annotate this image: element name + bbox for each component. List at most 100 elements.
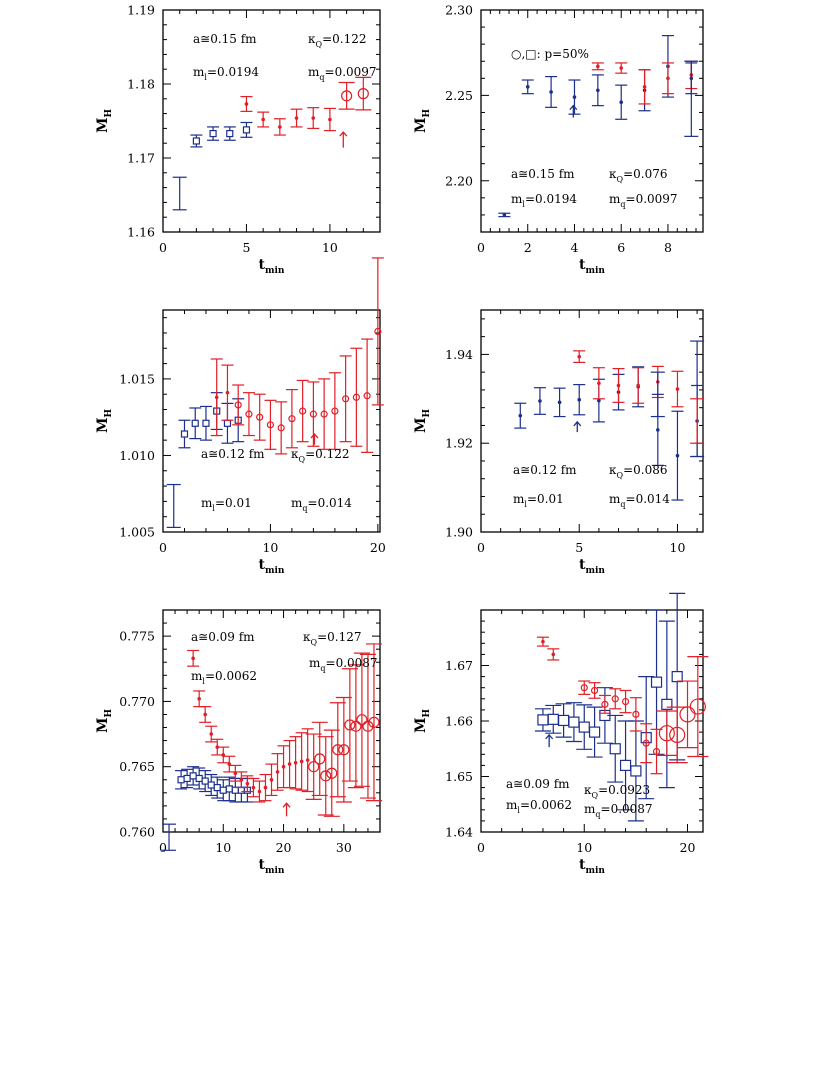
dot-marker [557, 400, 562, 405]
circle-marker [658, 725, 675, 742]
dot-marker [642, 85, 647, 89]
data-point [329, 702, 346, 798]
square-marker [609, 743, 621, 755]
dot-marker [214, 395, 219, 400]
annotation: a≅0.15 fm [511, 167, 575, 181]
circle-marker [621, 697, 630, 706]
annotation-subscript: Q [592, 791, 599, 800]
data-point [612, 368, 625, 403]
y-tick-label: 0.775 [119, 629, 155, 644]
data-point [232, 384, 245, 426]
data-point [553, 387, 566, 418]
y-tick-label: 2.30 [445, 3, 473, 18]
arrow-marker [282, 802, 291, 817]
annotation: ml=0.0194 [511, 192, 577, 209]
square-marker [547, 713, 559, 725]
data-point [273, 118, 286, 136]
data-point [240, 121, 253, 138]
annotation-subscript: Q [299, 455, 306, 464]
y-axis-title-subscript: H [422, 109, 432, 118]
data-point [242, 392, 255, 437]
data-point [223, 755, 236, 773]
annotation-suffix: =0.086 [623, 463, 667, 477]
series-1 [166, 483, 181, 529]
annotation-text: m [511, 192, 523, 206]
annotation-subscript: Q [311, 638, 318, 647]
circle-marker [611, 695, 619, 703]
y-tick-label: 1.17 [127, 151, 155, 166]
arrow-head [339, 131, 348, 137]
series-3 [187, 649, 314, 803]
dot-marker [244, 102, 249, 106]
circle-marker [590, 686, 599, 695]
x-axis-title-subscript: min [265, 266, 285, 276]
dot-marker [209, 732, 214, 736]
annotation: κQ=0.127 [303, 630, 361, 647]
data-point [229, 764, 242, 782]
circle-marker [320, 410, 328, 418]
series-4 [338, 76, 372, 111]
x-tick-label: 8 [664, 240, 672, 255]
x-axis-title-text: t [579, 557, 586, 573]
square-marker [192, 137, 200, 145]
data-point [498, 212, 511, 218]
annotation-text: κ [609, 167, 617, 181]
y-tick-label: 1.005 [119, 525, 155, 540]
y-axis-title-subscript: H [104, 709, 114, 718]
arrow-marker [545, 733, 554, 748]
dot-marker [225, 390, 230, 395]
arrow-head [282, 802, 291, 808]
data-point [534, 708, 551, 732]
dot-marker [328, 117, 332, 122]
data-point [338, 81, 355, 110]
x-tick-label: 20 [680, 840, 696, 855]
circle-marker [308, 761, 320, 773]
square-marker [195, 774, 203, 783]
data-point [591, 74, 604, 107]
x-tick-label: 6 [617, 240, 625, 255]
annotation-text: a≅0.15 fm [511, 167, 575, 181]
dot-marker [197, 697, 201, 701]
annotation-text: m [193, 65, 205, 79]
circle-marker [299, 407, 307, 415]
annotation-text: m [309, 656, 321, 670]
circle-marker [338, 744, 350, 756]
y-axis-title: MH [95, 409, 114, 434]
y-axis-title: MH [413, 409, 432, 434]
annotation-subscript: Q [617, 471, 624, 480]
arrow-marker [573, 420, 582, 433]
annotation: κQ=0.122 [308, 32, 366, 49]
y-axis-title-text: M [413, 118, 429, 134]
data-point [199, 706, 212, 723]
data-point [305, 733, 322, 800]
square-marker [191, 419, 199, 427]
chart-panel-5: 0 10 20 300.7600.7650.7700.775tminMHa≅0.09 … [95, 609, 382, 876]
annotation-text: κ [584, 783, 592, 797]
square-marker [630, 765, 642, 777]
x-tick-label: 10 [262, 540, 278, 555]
y-tick-label: 1.90 [445, 525, 473, 540]
annotation-subscript: Q [316, 40, 323, 49]
data-point [578, 680, 591, 695]
annotation-text: m [191, 669, 203, 683]
annotation-suffix: =0.122 [305, 447, 349, 461]
y-axis-title: MH [413, 109, 432, 134]
data-point [335, 696, 352, 803]
circle-marker [309, 410, 317, 418]
data-point [656, 710, 678, 757]
x-tick-label: 20 [276, 840, 292, 855]
data-point [592, 367, 605, 400]
data-point [687, 656, 709, 758]
data-point [671, 410, 684, 501]
y-axis-title-subscript: H [104, 109, 114, 118]
dot-marker [245, 781, 250, 786]
annotation-suffix: =0.01 [527, 492, 564, 506]
data-point [573, 383, 586, 416]
dot-marker [299, 759, 304, 764]
annotation-suffix: =0.0062 [520, 798, 572, 812]
square-marker [568, 716, 580, 728]
dot-marker [203, 712, 207, 717]
data-point [265, 763, 278, 797]
annotation-subscript: l [204, 73, 207, 82]
